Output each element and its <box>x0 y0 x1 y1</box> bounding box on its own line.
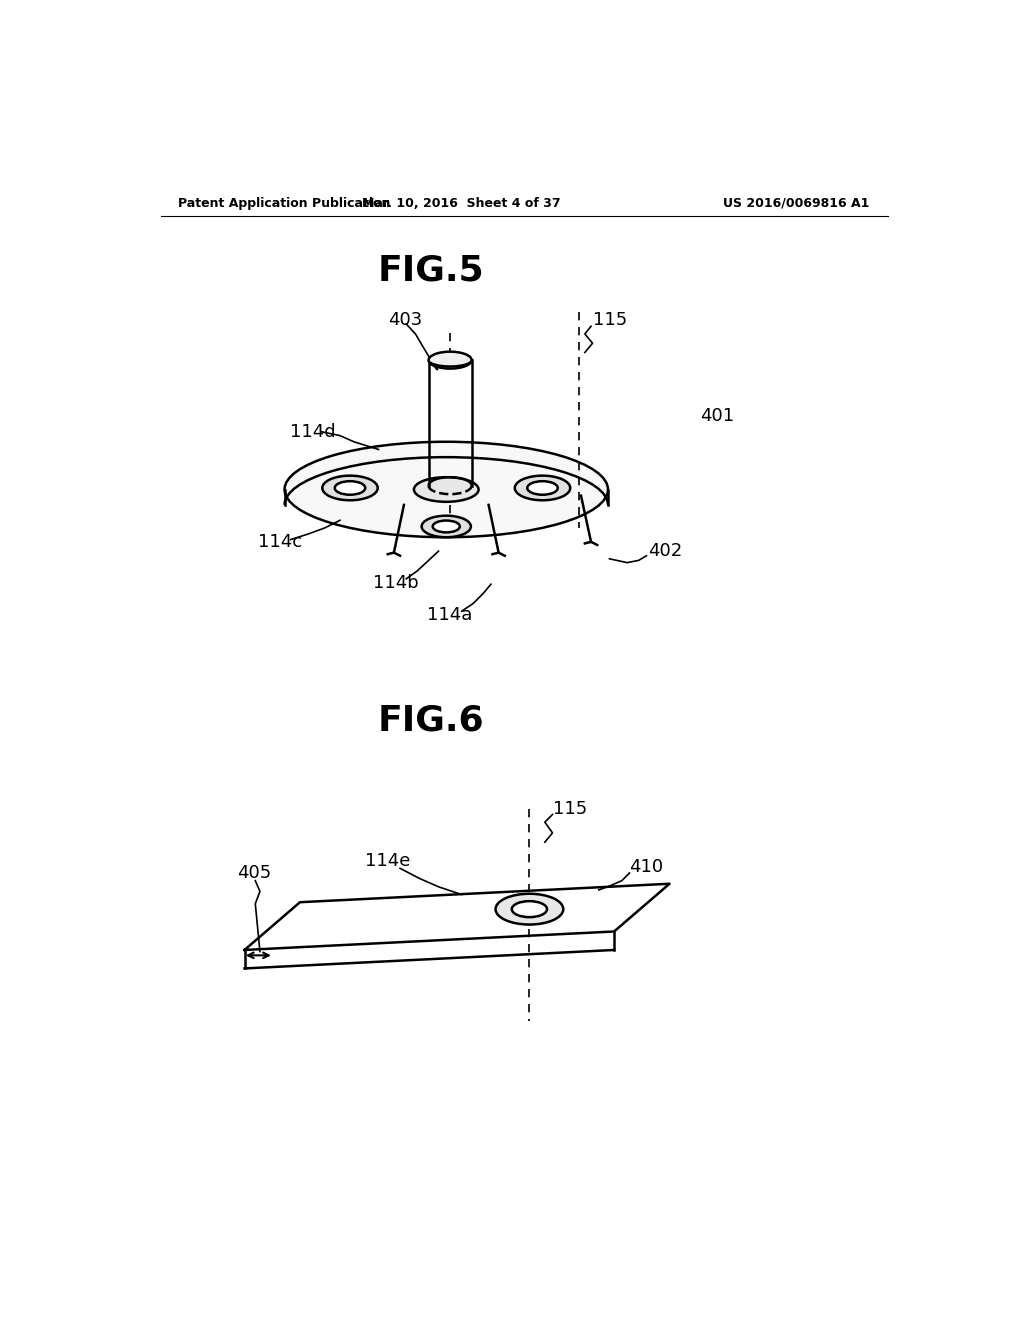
Text: FIG.6: FIG.6 <box>378 704 484 738</box>
Ellipse shape <box>285 442 608 537</box>
Ellipse shape <box>414 477 478 502</box>
Ellipse shape <box>515 475 570 500</box>
Ellipse shape <box>323 475 378 500</box>
Text: FIG.5: FIG.5 <box>378 253 484 286</box>
Text: 401: 401 <box>700 408 734 425</box>
Text: Mar. 10, 2016  Sheet 4 of 37: Mar. 10, 2016 Sheet 4 of 37 <box>362 197 561 210</box>
Ellipse shape <box>512 902 547 917</box>
Text: 410: 410 <box>630 858 664 875</box>
Text: 115: 115 <box>593 312 627 329</box>
Text: 114d: 114d <box>290 422 336 441</box>
Ellipse shape <box>527 482 558 495</box>
Text: 405: 405 <box>237 865 271 882</box>
Text: Patent Application Publication: Patent Application Publication <box>178 197 391 210</box>
Ellipse shape <box>422 516 471 537</box>
Text: US 2016/0069816 A1: US 2016/0069816 A1 <box>723 197 869 210</box>
Ellipse shape <box>496 894 563 924</box>
Text: 114b: 114b <box>374 574 419 593</box>
Text: 114c: 114c <box>258 533 302 550</box>
Ellipse shape <box>429 351 472 368</box>
Text: 403: 403 <box>388 312 423 329</box>
Ellipse shape <box>433 520 460 532</box>
Text: 402: 402 <box>648 543 682 560</box>
Ellipse shape <box>335 482 366 495</box>
Text: 115: 115 <box>553 800 587 818</box>
Text: 114a: 114a <box>427 606 473 624</box>
Text: 114e: 114e <box>366 853 411 870</box>
